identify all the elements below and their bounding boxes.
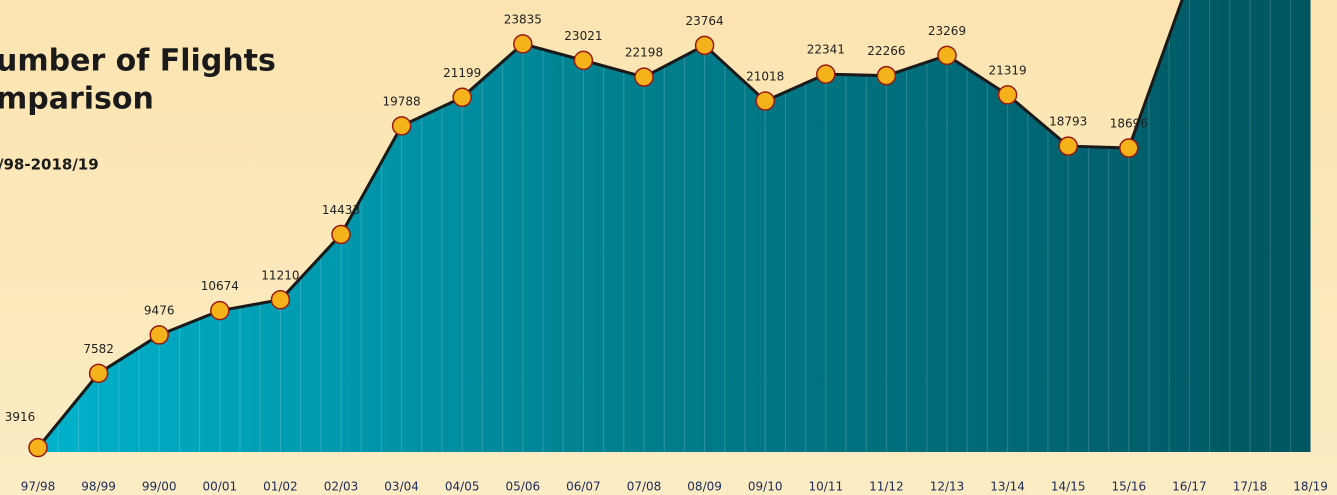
line	[36, 0, 1184, 449]
point	[816, 64, 836, 84]
x-tick-label: 10/11	[809, 480, 844, 494]
value-label: 22266	[867, 44, 905, 58]
x-tick-label: 15/16	[1112, 480, 1147, 494]
point	[997, 85, 1018, 105]
period: /98-2018/19	[0, 156, 99, 174]
point	[452, 87, 472, 108]
value-label: 7582	[83, 342, 114, 356]
value-label: 19788	[383, 94, 421, 108]
x-tick-label: 09/10	[748, 480, 783, 494]
x-tick-label: 14/15	[1051, 480, 1086, 494]
x-tick-label: 98/99	[81, 480, 116, 494]
value-label: 23835	[504, 12, 542, 26]
x-tick-label: 04/05	[445, 480, 480, 494]
value-label: 21018	[746, 69, 784, 83]
value-label: 11210	[261, 268, 299, 282]
point	[755, 91, 775, 111]
x-tick-label: 02/03	[324, 480, 359, 494]
value-label: 23269	[928, 24, 966, 38]
point	[149, 325, 169, 345]
value-label: 10674	[201, 279, 239, 293]
x-tick-label: 03/04	[384, 480, 419, 494]
x-tick-label: 08/09	[687, 480, 722, 494]
x-tick-label: 17/18	[1233, 480, 1268, 494]
value-label: 21199	[443, 66, 481, 80]
point	[937, 45, 957, 66]
x-tick-label: 06/07	[566, 480, 601, 494]
x-tick-label: 97/98	[21, 480, 56, 494]
x-tick-label: 99/00	[142, 480, 177, 494]
point	[573, 50, 594, 71]
point	[270, 290, 291, 310]
point	[1119, 138, 1139, 158]
point	[634, 67, 654, 87]
value-label: 3916	[5, 410, 36, 424]
value-label: 22341	[807, 43, 845, 57]
x-tick-label: 05/06	[506, 480, 541, 494]
x-tick-label: 07/08	[627, 480, 662, 494]
point	[210, 300, 230, 321]
value-label: 9476	[144, 303, 175, 317]
x-tick-label: 11/12	[869, 480, 904, 494]
x-tick-label: 12/13	[930, 480, 965, 494]
point	[331, 224, 351, 245]
point	[876, 65, 897, 86]
x-tick-label: 16/17	[1172, 480, 1207, 494]
chart-title: umber of Flights	[0, 44, 276, 79]
value-label: 18696	[1110, 117, 1148, 131]
point	[28, 437, 48, 458]
area	[38, 0, 1311, 452]
x-tick-label: 00/01	[203, 480, 238, 494]
point	[1058, 136, 1078, 156]
value-label: 14433	[322, 203, 360, 217]
value-label: 21319	[989, 63, 1027, 77]
value-label: 23021	[564, 29, 602, 43]
x-tick-label: 13/14	[990, 480, 1025, 494]
point	[391, 116, 412, 136]
point	[694, 35, 715, 56]
chart-subtitle: mparison	[0, 82, 154, 117]
value-label: 18793	[1049, 115, 1087, 129]
x-tick-label: 18/19	[1293, 480, 1328, 494]
point	[88, 363, 109, 384]
x-tick-label: 01/02	[263, 480, 298, 494]
value-label: 22198	[625, 46, 663, 60]
point	[513, 34, 533, 54]
value-label: 23764	[686, 14, 724, 28]
